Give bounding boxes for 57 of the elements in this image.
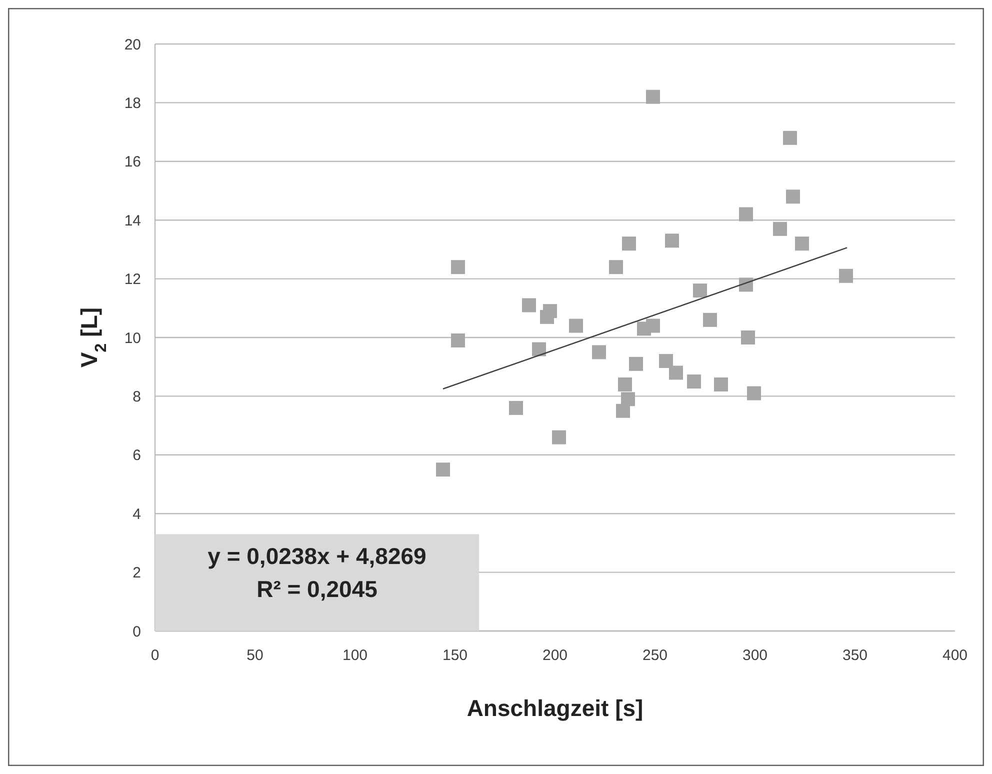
y-tick-label: 6 xyxy=(132,447,141,464)
y-tick-label: 10 xyxy=(124,330,141,347)
point xyxy=(592,345,606,360)
x-tick-label: 350 xyxy=(842,647,868,664)
point xyxy=(747,386,761,400)
point xyxy=(616,404,630,418)
point xyxy=(618,377,632,392)
point xyxy=(714,377,728,392)
point xyxy=(739,278,753,292)
point xyxy=(646,90,660,104)
point xyxy=(552,430,566,444)
point xyxy=(703,312,717,327)
x-tick-label: 50 xyxy=(246,647,264,664)
point xyxy=(659,354,673,368)
point xyxy=(783,130,797,145)
x-tick-label: 250 xyxy=(642,647,668,664)
x-tick-label: 100 xyxy=(342,647,368,664)
y-tick-label: 8 xyxy=(132,388,141,406)
point xyxy=(451,333,465,348)
x-tick-label: 300 xyxy=(742,647,768,664)
x-tick-label: 150 xyxy=(442,647,468,664)
annotation: R² = 0,2045 xyxy=(256,576,378,602)
point xyxy=(669,366,683,380)
y-tick-label: 14 xyxy=(124,212,141,230)
point xyxy=(786,190,800,204)
point xyxy=(451,260,465,274)
y-tick-label: 20 xyxy=(124,36,141,54)
y-tick-label: 12 xyxy=(124,271,141,288)
point xyxy=(773,222,787,236)
point xyxy=(687,374,701,389)
point xyxy=(609,260,623,274)
y-tick-label: 2 xyxy=(132,564,141,582)
point xyxy=(532,342,546,356)
point xyxy=(509,400,523,415)
point xyxy=(569,318,583,333)
point xyxy=(522,298,536,312)
y-tick-label: 0 xyxy=(132,623,141,640)
point xyxy=(621,392,635,406)
x-axis-title: Anschlagzeit [s] xyxy=(466,695,644,721)
annotation: y = 0,0238x + 4,8269 xyxy=(208,543,426,570)
x-tick-label: 200 xyxy=(542,647,568,664)
point xyxy=(436,462,450,477)
point xyxy=(646,318,660,333)
point xyxy=(665,234,679,248)
x-tick-label: 400 xyxy=(942,647,968,664)
point xyxy=(693,284,707,298)
point xyxy=(622,236,636,251)
x-tick-label: 0 xyxy=(150,647,160,664)
y-tick-label: 18 xyxy=(124,94,141,112)
point xyxy=(741,330,755,344)
y-tick-label: 16 xyxy=(124,154,141,171)
point xyxy=(839,268,853,283)
point xyxy=(543,304,557,318)
point xyxy=(629,356,643,371)
point xyxy=(739,207,753,222)
y-tick-label: 4 xyxy=(132,506,141,523)
point xyxy=(795,236,809,251)
